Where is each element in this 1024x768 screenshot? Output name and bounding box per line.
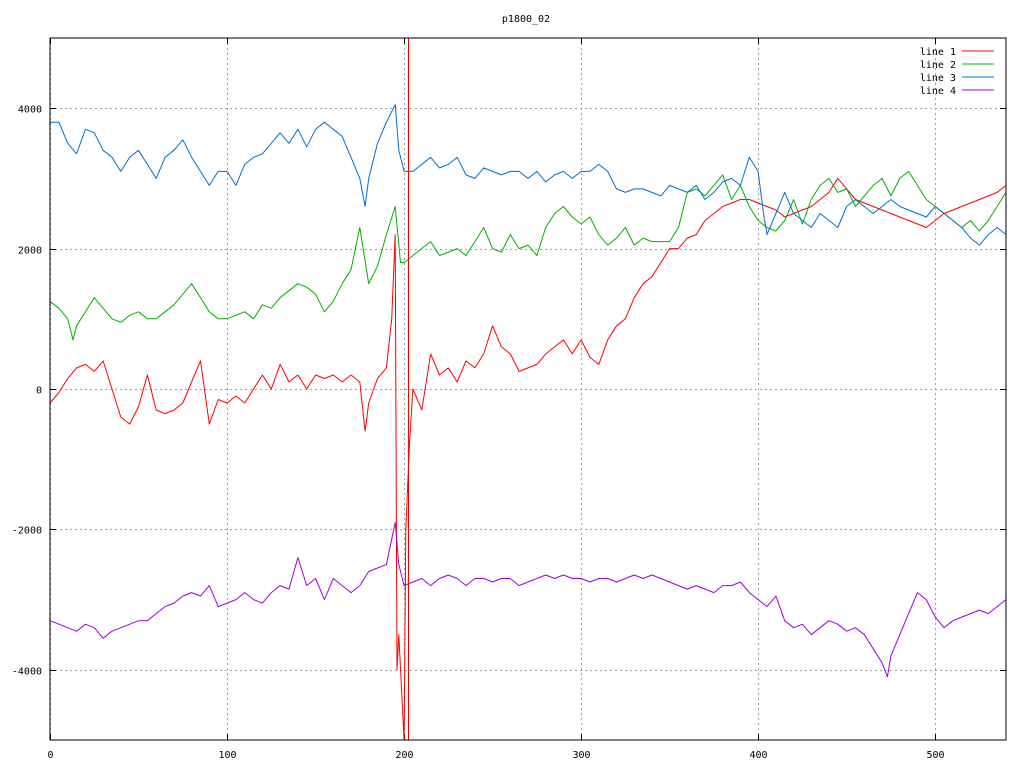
legend: line 1 line 2 line 3 line 4 bbox=[920, 47, 994, 97]
series-line-4 bbox=[49, 521, 1007, 678]
legend-label: line 3 bbox=[920, 73, 956, 84]
chart-title: p1800_02 bbox=[502, 14, 550, 25]
series-line-2 bbox=[49, 170, 1007, 341]
x-tick-label: 100 bbox=[218, 750, 236, 761]
y-tick-labels: -4000 -2000 0 2000 4000 bbox=[12, 105, 42, 678]
legend-label: line 1 bbox=[920, 47, 956, 58]
legend-label: line 4 bbox=[920, 86, 956, 97]
y-tick-label: -2000 bbox=[12, 526, 42, 537]
x-tick-label: 200 bbox=[395, 750, 413, 761]
x-tick-label: 500 bbox=[926, 750, 944, 761]
axis-ticks bbox=[50, 38, 1006, 740]
grid-lines bbox=[50, 38, 1006, 740]
x-tick-label: 400 bbox=[749, 750, 767, 761]
y-tick-label: 4000 bbox=[18, 105, 42, 116]
series-lines bbox=[49, 104, 1007, 741]
x-tick-labels: 0 100 200 300 400 500 bbox=[47, 750, 944, 761]
y-tick-label: -4000 bbox=[12, 667, 42, 678]
series-line-3 bbox=[50, 104, 1007, 246]
plot-frame bbox=[49, 37, 1007, 741]
y-tick-label: 2000 bbox=[18, 246, 42, 257]
series-line-1 bbox=[49, 177, 1007, 741]
y-tick-label: 0 bbox=[36, 386, 42, 397]
x-tick-label: 0 bbox=[47, 750, 53, 761]
legend-label: line 2 bbox=[920, 60, 956, 71]
x-tick-label: 300 bbox=[572, 750, 590, 761]
